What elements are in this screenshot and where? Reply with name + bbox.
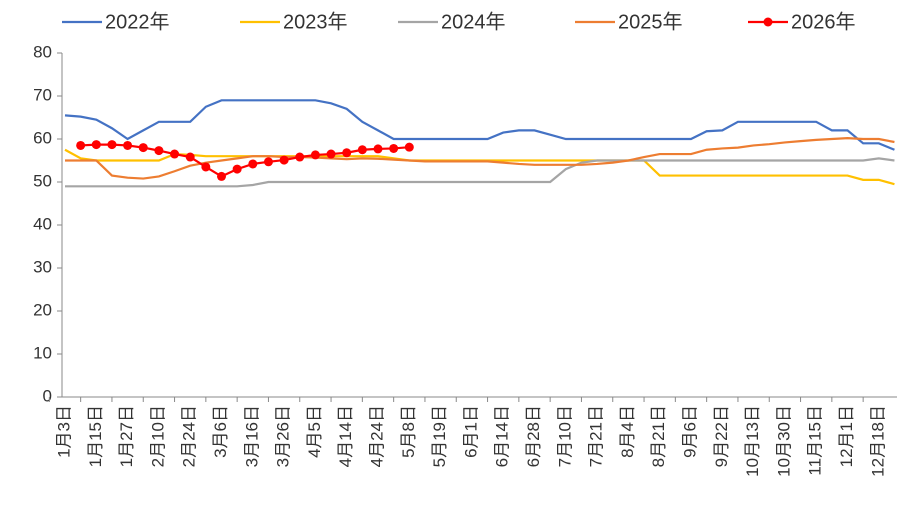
- y-tick-label: 30: [33, 257, 52, 276]
- series-marker: [217, 171, 226, 181]
- series-marker: [310, 150, 320, 160]
- x-tick-label: 2月24日: [180, 405, 199, 467]
- x-tick-label: 4月5日: [305, 405, 324, 458]
- x-tick-label: 12月18日: [868, 405, 887, 477]
- series-marker: [154, 146, 164, 156]
- series-marker: [107, 140, 117, 150]
- x-tick-label: 4月24日: [367, 405, 386, 467]
- y-tick-label: 70: [33, 85, 52, 104]
- x-tick-label: 10月30日: [774, 405, 793, 477]
- x-tick-label: 1月3日: [54, 405, 73, 458]
- y-tick-label: 40: [33, 214, 52, 233]
- x-tick-label: 5月19日: [430, 405, 449, 467]
- series-marker: [76, 140, 86, 150]
- x-tick-label: 3月26日: [274, 405, 293, 467]
- y-tick-label: 20: [33, 300, 52, 319]
- series-marker: [123, 140, 133, 150]
- y-tick-label: 50: [33, 171, 52, 190]
- legend-label: 2022年: [105, 10, 170, 33]
- legend-label: 2026年: [791, 10, 856, 33]
- series-marker: [389, 143, 399, 153]
- x-tick-label: 5月8日: [399, 405, 418, 458]
- series-marker: [185, 152, 195, 162]
- x-tick-label: 6月28日: [524, 405, 543, 467]
- x-tick-label: 8月4日: [618, 405, 637, 458]
- series-marker: [232, 164, 242, 174]
- x-tick-label: 11月15日: [806, 405, 825, 476]
- y-tick-label: 80: [33, 42, 52, 61]
- series-marker: [91, 140, 101, 150]
- series-marker: [357, 145, 367, 155]
- x-tick-label: 2月10日: [148, 405, 167, 467]
- series-marker: [170, 149, 180, 159]
- x-tick-label: 7月10日: [555, 405, 574, 467]
- series-marker: [404, 142, 414, 152]
- series-marker: [248, 159, 258, 169]
- x-tick-label: 6月14日: [493, 405, 512, 467]
- x-tick-label: 4月14日: [336, 405, 355, 467]
- x-tick-label: 7月21日: [587, 405, 606, 467]
- legend-label: 2025年: [618, 10, 683, 33]
- x-tick-label: 1月27日: [117, 405, 136, 467]
- series-marker: [342, 148, 352, 158]
- x-tick-label: 3月6日: [211, 405, 230, 458]
- y-tick-label: 10: [33, 343, 52, 362]
- series-marker: [263, 157, 273, 167]
- series-marker: [295, 152, 305, 162]
- x-tick-label: 10月13日: [743, 405, 762, 477]
- x-tick-label: 8月21日: [649, 405, 668, 467]
- x-tick-label: 1月15日: [86, 405, 105, 467]
- x-tick-label: 3月16日: [242, 405, 261, 467]
- y-tick-label: 0: [43, 386, 52, 405]
- series-marker: [279, 155, 289, 165]
- x-tick-label: 12月1日: [837, 405, 856, 467]
- series-line: [65, 137, 895, 180]
- x-tick-label: 6月1日: [461, 405, 480, 458]
- x-tick-label: 9月6日: [680, 405, 699, 458]
- series-line: [80, 143, 410, 178]
- series-line: [65, 157, 895, 188]
- x-tick-label: 9月22日: [712, 405, 731, 467]
- series-marker: [138, 143, 148, 153]
- series-marker: [201, 162, 211, 172]
- legend-marker: [763, 17, 773, 27]
- series-marker: [326, 149, 336, 159]
- series-line: [64, 99, 895, 151]
- legend-label: 2023年: [283, 10, 348, 33]
- legend-label: 2024年: [441, 10, 506, 33]
- y-tick-label: 60: [33, 128, 52, 147]
- series-marker: [373, 144, 383, 154]
